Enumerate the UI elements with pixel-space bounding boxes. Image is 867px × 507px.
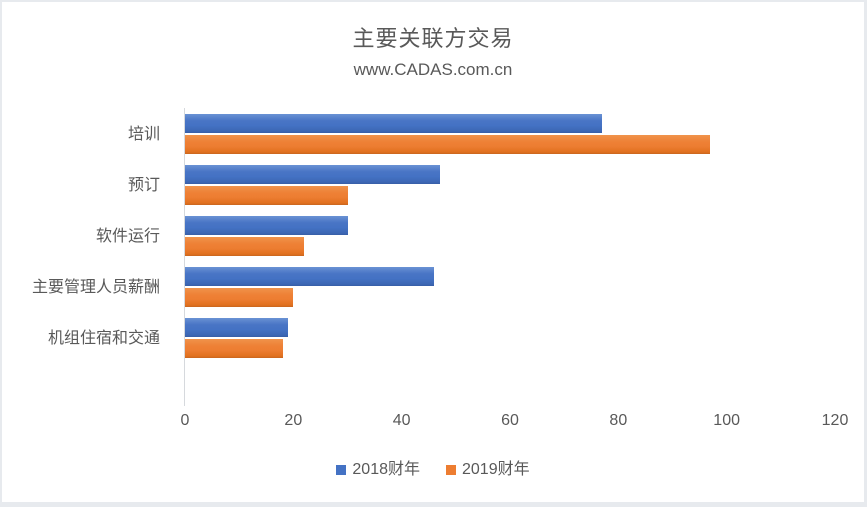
category-label: 机组住宿和交通 [47,330,160,347]
x-tick-label: 80 [609,412,628,429]
chart-title: 主要关联方交易 [352,26,514,51]
bar-fy2018-row3 [185,267,435,286]
bar-fy2018-row4 [185,318,288,337]
category-label: 培训 [127,126,160,143]
legend-swatch-icon [446,465,456,475]
chart-subtitle: www.CADAS.com.cn [353,60,513,79]
legend: 2018财年 2019财年 [2,461,864,479]
legend-label: 2018财年 [352,461,420,478]
bar-fy2019-row1 [185,186,348,205]
bar-fy2018-row2 [185,216,348,235]
bar-fy2018-row1 [185,165,440,184]
legend-item-fy2019: 2019财年 [446,461,530,479]
x-tick-label: 100 [713,412,741,429]
legend-item-fy2018: 2018财年 [336,461,420,479]
bar-fy2018-row0 [185,114,603,133]
x-axis-zero-tick [184,399,185,406]
x-tick-label: 120 [821,412,849,429]
x-tick-label: 20 [284,412,303,429]
bar-fy2019-row3 [185,288,294,307]
category-axis: 培训预订软件运行主要管理人员薪酬机组住宿和交通 [2,108,173,399]
category-label: 主要管理人员薪酬 [31,279,160,296]
category-label: 软件运行 [95,228,160,245]
x-tick-label: 40 [392,412,411,429]
legend-swatch-icon [336,465,347,475]
category-label: 预订 [127,177,160,194]
legend-label: 2019财年 [462,461,530,478]
y-axis-line [184,108,185,399]
bar-fy2019-row0 [185,135,711,154]
x-tick-label: 0 [180,412,190,429]
bar-fy2019-row4 [185,339,283,358]
plot-area [184,108,835,406]
bar-fy2019-row2 [185,237,305,256]
x-tick-label: 60 [501,412,519,429]
x-axis-tick-labels: 0 20 40 60 80 100 120 [181,411,849,433]
